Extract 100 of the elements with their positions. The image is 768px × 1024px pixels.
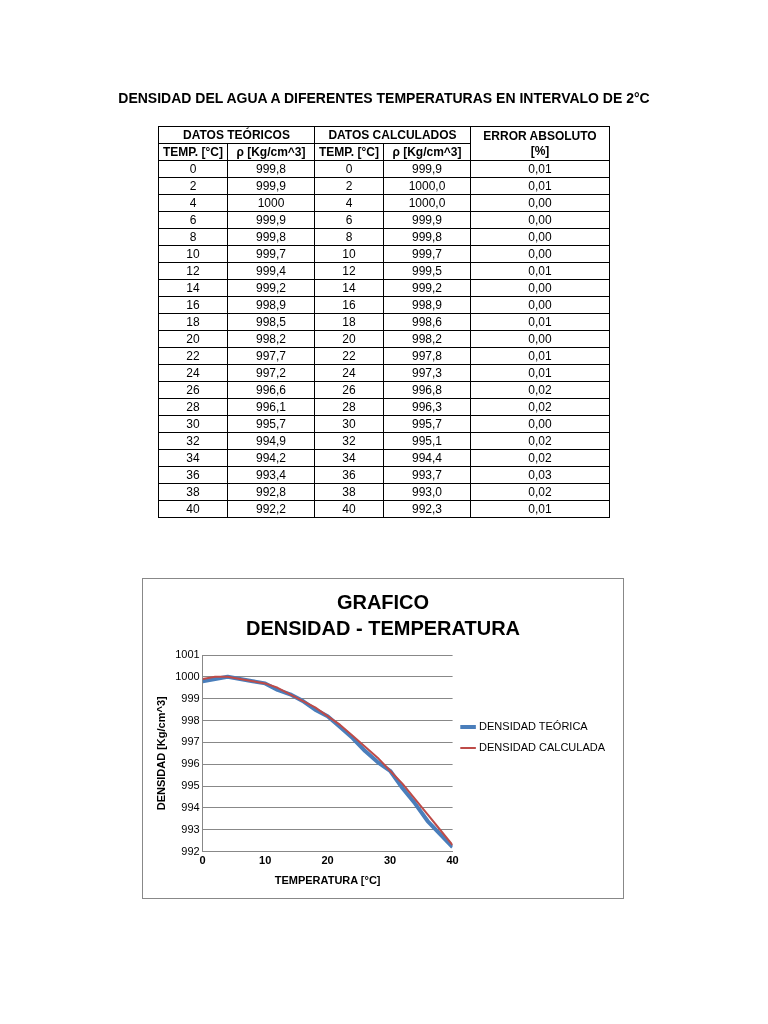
data-label: 0,00 [470,415,610,433]
data-label: 999,9 [227,211,315,229]
data-label: 999,2 [227,279,315,297]
x-tick-label: 30 [383,854,397,867]
data-label: 999,9 [383,160,471,178]
data-label: 26 [314,381,384,399]
legend-label: DENSIDAD TEÓRICA [479,720,589,733]
y-tick-label: 1001 [175,648,200,661]
data-label: 10 [314,245,384,263]
data-label: 0,00 [470,330,610,348]
y-tick-label: 40 [158,500,228,518]
y-tick-label: 999 [181,691,200,704]
y-tick-label: 993 [181,822,200,835]
data-label: 999,8 [227,228,315,246]
y-tick-label: 6 [158,211,228,229]
y-tick-label: 998 [181,713,200,726]
data-label: 999,2 [383,279,471,297]
data-label: 0,00 [470,228,610,246]
data-label: 0,01 [470,347,610,365]
data-label: 999,7 [383,245,471,263]
x-tick-label: 20 [321,854,334,867]
data-label: 0,01 [470,500,610,518]
x-tick-label: 40 [446,854,459,867]
data-label: 997,2 [227,364,315,382]
data-label: 36 [314,466,384,484]
data-label: 992,8 [227,483,315,501]
y-tick-label: 26 [158,381,228,399]
data-label: 999,8 [383,228,471,246]
data-label: 0,01 [470,177,610,195]
data-label: 4 [314,194,384,212]
y-tick-label: 34 [158,449,228,467]
y-tick-label: 8 [158,228,228,246]
data-label: 998,6 [383,313,471,331]
y-tick-label: 30 [158,415,228,433]
data-label: 0,00 [470,194,610,212]
data-label: 22 [314,347,384,365]
data-label: 16 [314,296,384,314]
data-label: 34 [314,449,384,467]
data-label: 994,9 [227,432,315,450]
y-tick-label: 18 [158,313,228,331]
data-label: 2 [314,177,384,195]
data-label: 0,03 [470,466,610,484]
data-label: 0,00 [470,296,610,314]
y-tick-label: 0 [158,160,228,178]
data-label: 1000 [227,194,315,212]
y-tick-label: 10 [158,245,228,263]
y-tick-label: 24 [158,364,228,382]
data-label: 14 [314,279,384,297]
data-label: 999,7 [227,245,315,263]
y-tick-label: 22 [158,347,228,365]
data-label: 998,2 [383,330,471,348]
data-label: 996,3 [383,398,471,416]
x-tick-label: ρ [Kg/cm^3] [392,144,462,159]
data-label: 993,4 [227,466,315,484]
y-tick-label: 2 [158,177,228,195]
data-label: 8 [314,228,384,246]
chart-title: GRAFICO [336,590,430,613]
data-label: 998,9 [227,296,315,314]
data-label: 0,01 [470,262,610,280]
data-label: 1000,0 [383,177,471,195]
data-label: 38 [314,483,384,501]
data-label: 999,9 [227,177,315,195]
y-tick-label: 995 [181,779,200,792]
y-axis-title: DENSIDAD [Kg/cm^3] [154,695,167,811]
data-label: 12 [314,262,384,280]
data-label: 32 [314,432,384,450]
data-label: 994,2 [227,449,315,467]
y-tick-label: 28 [158,398,228,416]
y-tick-label: 36 [158,466,228,484]
data-label: 20 [314,330,384,348]
data-label: 0,02 [470,432,610,450]
y-tick-label: 1000 [175,669,200,682]
data-label: 998,9 [383,296,471,314]
y-tick-label: 32 [158,432,228,450]
data-label: 999,5 [383,262,471,280]
data-label: 998,5 [227,313,315,331]
data-label: 0,01 [470,364,610,382]
data-label: 0,02 [470,398,610,416]
y-tick-label: 992 [181,844,200,857]
legend-label: DENSIDAD CALCULADA [479,741,606,754]
data-label: 24 [314,364,384,382]
y-tick-label: 996 [181,757,200,770]
y-tick-label: 20 [158,330,228,348]
y-tick-label: 997 [181,735,200,748]
data-label: 1000,0 [383,194,471,212]
data-label: 993,7 [383,466,471,484]
data-label: 996,8 [383,381,471,399]
y-tick-label: 16 [158,296,228,314]
data-label: 994,4 [383,449,471,467]
data-label: 30 [314,415,384,433]
data-label: 998,2 [227,330,315,348]
x-tick-label: ρ [Kg/cm^3] [236,144,306,159]
data-label: 999,8 [227,160,315,178]
data-label: 996,1 [227,398,315,416]
y-tick-label: 12 [158,262,228,280]
data-label: 997,3 [383,364,471,382]
data-label: 995,7 [383,415,471,433]
data-label: 0,00 [470,245,610,263]
data-label: 0,00 [470,279,610,297]
data-label: 0,02 [470,381,610,399]
